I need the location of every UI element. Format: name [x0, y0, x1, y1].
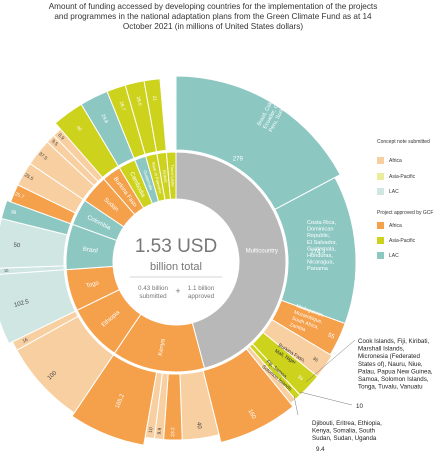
outer-value-16: 10: [4, 268, 9, 273]
callout-horn-leader: [293, 395, 299, 416]
legend-concept-title: Concept note submitted: [377, 139, 430, 145]
legend-swatch-asia-approved: [377, 237, 384, 244]
outer-value-2: 55: [327, 332, 336, 341]
outer-value-11: 10: [148, 427, 155, 433]
outer-segment-15: [0, 269, 77, 345]
chart-title: Amount of funding accessed by developing…: [28, 2, 398, 32]
rings-group: [0, 75, 357, 446]
center-total: 1.53 USD: [135, 236, 217, 257]
inner-label-guatemala: Guatemala: [142, 170, 154, 192]
title-line-1: Amount of funding accessed by developing…: [48, 2, 378, 11]
center-summary: 1.53 USD billion total 0.43 billion submi…: [130, 236, 222, 300]
outer-value-25: 29.8: [100, 113, 110, 124]
legend-label-asia-submitted: Asia-Pacific: [389, 174, 416, 180]
outer-value-28: 21: [151, 95, 158, 101]
legend-label-africa-submitted: Africa: [389, 158, 402, 164]
inner-label-brazil: Brazil: [82, 247, 98, 255]
center-approved: 1.1 billion approved: [188, 285, 215, 300]
outer-value-4: 34: [296, 374, 304, 382]
callout-horn-value: 9.4: [316, 446, 325, 453]
center-total-sub: billion total: [150, 261, 202, 273]
inner-label-multicountry: Multicountry: [246, 248, 278, 254]
outer-value-26: 28.7: [118, 101, 127, 112]
outer-value-0: 279: [233, 157, 244, 163]
callout-pacific-leader: [305, 339, 356, 383]
outer-value-7: 160: [246, 409, 256, 421]
outer-value-10: 9.9: [157, 427, 164, 435]
legend: Concept note submitted Africa Asia-Pacif…: [377, 139, 433, 259]
callout-pacific-text: Cook Islands, Fiji, Kiribati, Marshall I…: [358, 338, 434, 391]
inner-label-kenya: Kenya: [158, 338, 167, 356]
legend-swatch-africa-submitted: [377, 157, 384, 164]
center-plus: +: [175, 286, 180, 296]
legend-label-lac-submitted: LAC: [389, 189, 399, 195]
outer-value-20: 25.5: [23, 172, 34, 182]
outer-value-23: 8.9: [56, 132, 65, 141]
outer-value-18: 38: [10, 209, 17, 216]
outer-value-17: 50: [13, 243, 21, 250]
inner-label-timor-leste: Timor-Leste: [170, 164, 176, 187]
legend-swatch-africa-approved: [377, 222, 384, 229]
outer-name-southern-africa: Madagascar,Mozambique,South Africa,Zambi…: [289, 303, 326, 338]
legend-project-title: Project approved by GCF: [377, 210, 433, 216]
outer-name-central-america: Costa Rica, Dominican Republic, El Salvador…: [307, 220, 337, 272]
callout-10-value: 10: [356, 403, 363, 410]
callout-horn-text: Djibouti, Eritrea, Ethiopia, Kenya, Soma…: [312, 420, 384, 442]
outer-value-21: 37.5: [37, 151, 48, 162]
outer-value-13: 100: [47, 370, 59, 382]
legend-swatch-asia-submitted: [377, 173, 384, 180]
outer-value-22: 9.5: [50, 139, 59, 148]
outer-value-15: 102.5: [14, 299, 31, 309]
legend-label-africa-approved: Africa: [389, 223, 402, 229]
legend-label-asia-approved: Asia-Pacific: [389, 238, 416, 244]
outer-segment-0: [175, 75, 341, 211]
inner-segment-multicountry: [175, 151, 287, 369]
outer-value-3: 36: [311, 356, 319, 364]
outer-value-8: 40: [195, 422, 202, 430]
outer-value-14: 16: [22, 337, 30, 345]
outer-value-12: 165.2: [115, 393, 126, 410]
title-line-2: and programmes in the national adaptatio…: [54, 12, 372, 21]
outer-value-24: 40: [75, 125, 83, 133]
legend-label-lac-approved: LAC: [389, 253, 399, 259]
title-line-3: October 2021 (in millions of United Stat…: [122, 22, 304, 31]
callout-pacific: Cook Islands, Fiji, Kiribati, Marshall I…: [299, 338, 434, 410]
inner-label-togo: Togo: [85, 280, 100, 289]
legend-swatch-lac-approved: [377, 252, 384, 259]
outer-value-19: 25.7: [14, 191, 25, 200]
outer-value-27: 28.6: [135, 96, 143, 107]
outer-segment-7: [202, 348, 294, 444]
outer-segment-28: [143, 78, 167, 153]
outer-value-9: 23.2: [170, 427, 176, 437]
callout-horn: Djibouti, Eritrea, Ethiopia, Kenya, Soma…: [293, 395, 384, 453]
callout-10-leader: [299, 391, 353, 406]
inner-segment-timor-leste: [165, 151, 177, 200]
center-submitted: 0.43 billion submitted: [138, 285, 169, 300]
outer-value-1: 174.3: [310, 250, 326, 256]
legend-swatch-lac-submitted: [377, 188, 384, 195]
inner-label-kiribati: Kiribati: [162, 169, 169, 182]
